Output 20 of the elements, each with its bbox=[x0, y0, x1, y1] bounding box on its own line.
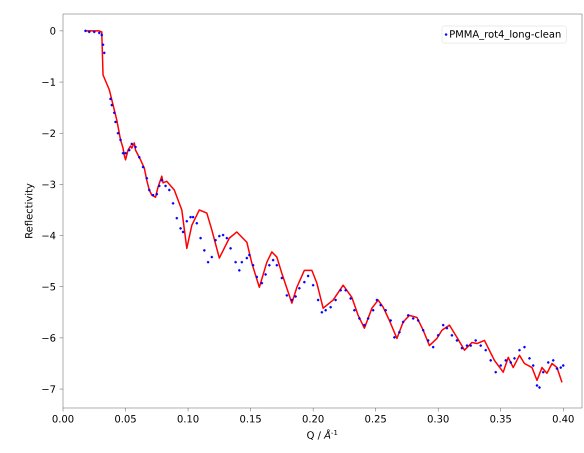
x-tick-label: 0.30 bbox=[428, 415, 449, 423]
y-tick-label: −2 bbox=[42, 130, 55, 137]
x-tick-label: 0.10 bbox=[178, 415, 198, 423]
x-tick-label: 0.00 bbox=[52, 415, 74, 423]
y-tick-label: −6 bbox=[42, 334, 56, 342]
x-tick-label: 0.20 bbox=[302, 415, 324, 423]
x-tick-label: 0.25 bbox=[365, 415, 386, 423]
x-axis-title: Q / Å$^{-1}$ bbox=[307, 429, 338, 440]
y-tick-label: −1 bbox=[42, 78, 56, 86]
y-tick-label: −4 bbox=[42, 232, 56, 240]
x-tick-label: 0.35 bbox=[490, 415, 511, 423]
y-tick-label: −5 bbox=[42, 283, 56, 290]
y-tick-label: −7 bbox=[42, 385, 56, 393]
y-tick-label: 0 bbox=[50, 27, 56, 35]
y-axis-title: Reflectivity bbox=[24, 183, 34, 238]
x-tick-label: 0.15 bbox=[240, 415, 261, 423]
x-tick-label: 0.40 bbox=[552, 415, 574, 423]
y-tick-label: −3 bbox=[42, 180, 56, 188]
legend-label: PMMA_rot4_long-clean bbox=[450, 30, 560, 40]
x-tick-label: 0.05 bbox=[115, 415, 136, 423]
